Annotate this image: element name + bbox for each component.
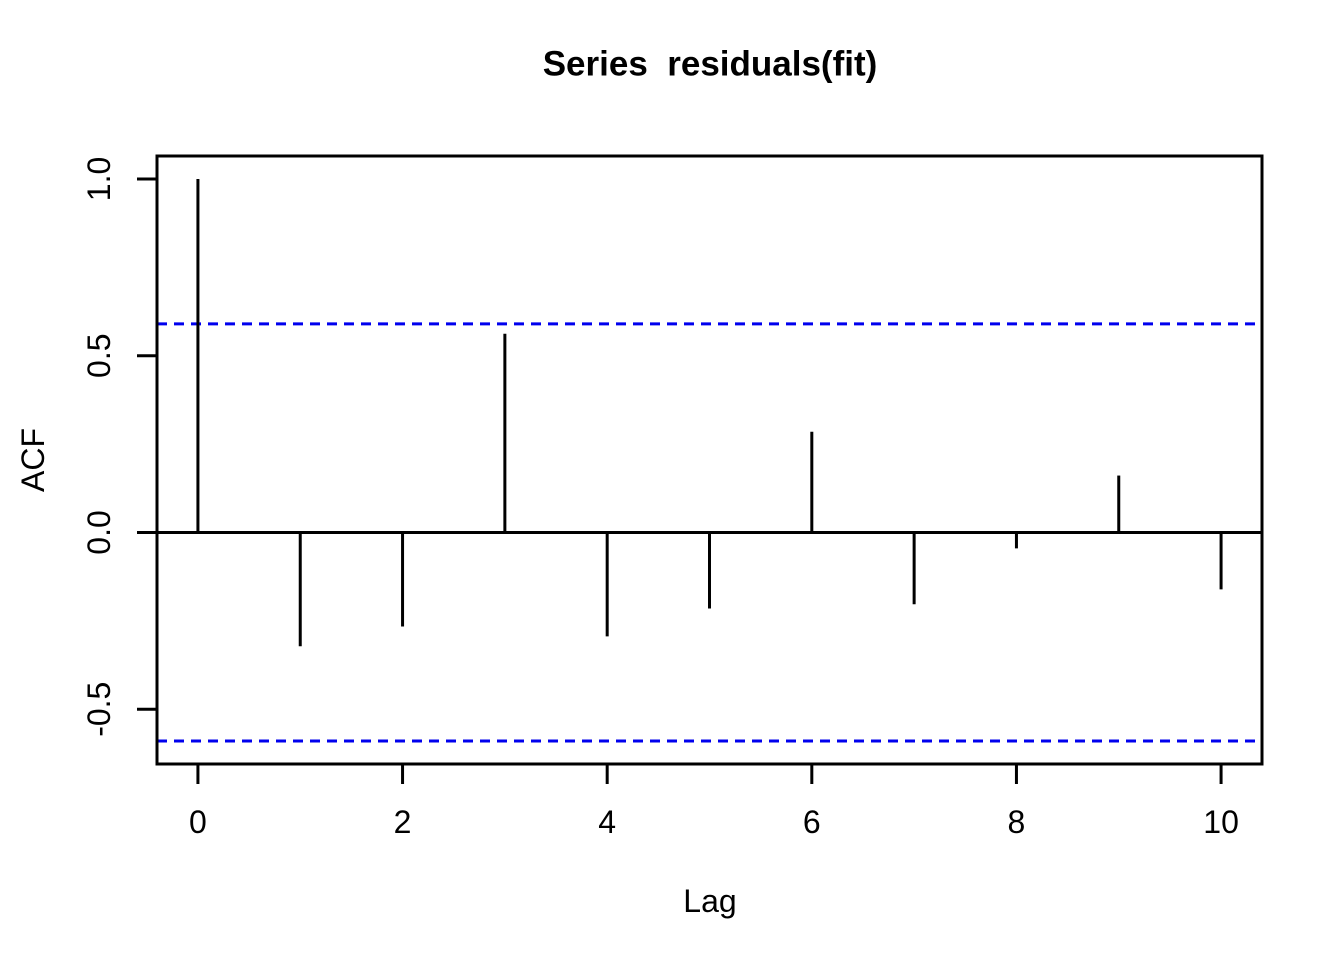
x-tick-label: 6 [803, 804, 821, 840]
y-axis-label: ACF [15, 428, 51, 492]
x-tick-label: 4 [598, 804, 616, 840]
y-tick-label: -0.5 [81, 682, 117, 737]
y-tick-label: 0.0 [81, 510, 117, 554]
chart-title: Series residuals(fit) [542, 44, 878, 84]
plot-border [155, 154, 1264, 766]
x-tick-label: 0 [189, 804, 207, 840]
y-tick-label: 1.0 [81, 157, 117, 201]
x-axis-label: Lag [683, 883, 737, 919]
x-tick-label: 2 [394, 804, 412, 840]
y-tick-label: 0.5 [81, 333, 117, 377]
x-tick-label: 8 [1008, 804, 1026, 840]
x-tick-label: 10 [1203, 804, 1239, 840]
